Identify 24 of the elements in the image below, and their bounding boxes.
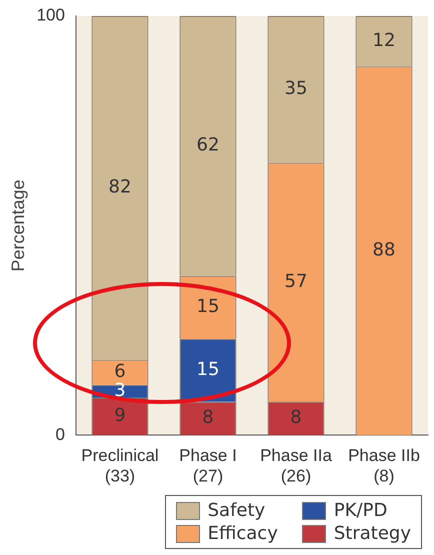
data-label: 15 <box>196 296 220 318</box>
data-label: 3 <box>114 380 126 401</box>
x-tick-label: Preclinical (33) <box>81 446 159 486</box>
data-label: 8 <box>202 407 214 428</box>
data-label: 12 <box>372 30 396 51</box>
legend-label: Efficacy <box>208 523 278 544</box>
data-label: 62 <box>196 134 220 156</box>
y-tick-label: 0 <box>55 424 65 444</box>
y-tick-label: 100 <box>36 6 65 25</box>
legend-label: PK/PD <box>334 500 388 521</box>
x-tick-label: Phase IIb (8) <box>348 446 420 486</box>
data-label: 82 <box>108 176 132 198</box>
x-tick-label: Phase IIa (26) <box>260 446 332 486</box>
x-tick-label: Phase I (27) <box>179 446 237 486</box>
data-label: 6 <box>114 360 126 382</box>
data-label: 57 <box>284 270 308 292</box>
data-label: 35 <box>284 78 308 100</box>
y-axis-title: Percentage <box>8 180 28 272</box>
legend-label: Safety <box>208 500 266 521</box>
data-label: 15 <box>196 358 220 380</box>
data-label: 8 <box>290 407 302 428</box>
data-label: 9 <box>114 405 126 426</box>
legend-label: Strategy <box>334 523 411 544</box>
data-label: 88 <box>372 239 396 260</box>
